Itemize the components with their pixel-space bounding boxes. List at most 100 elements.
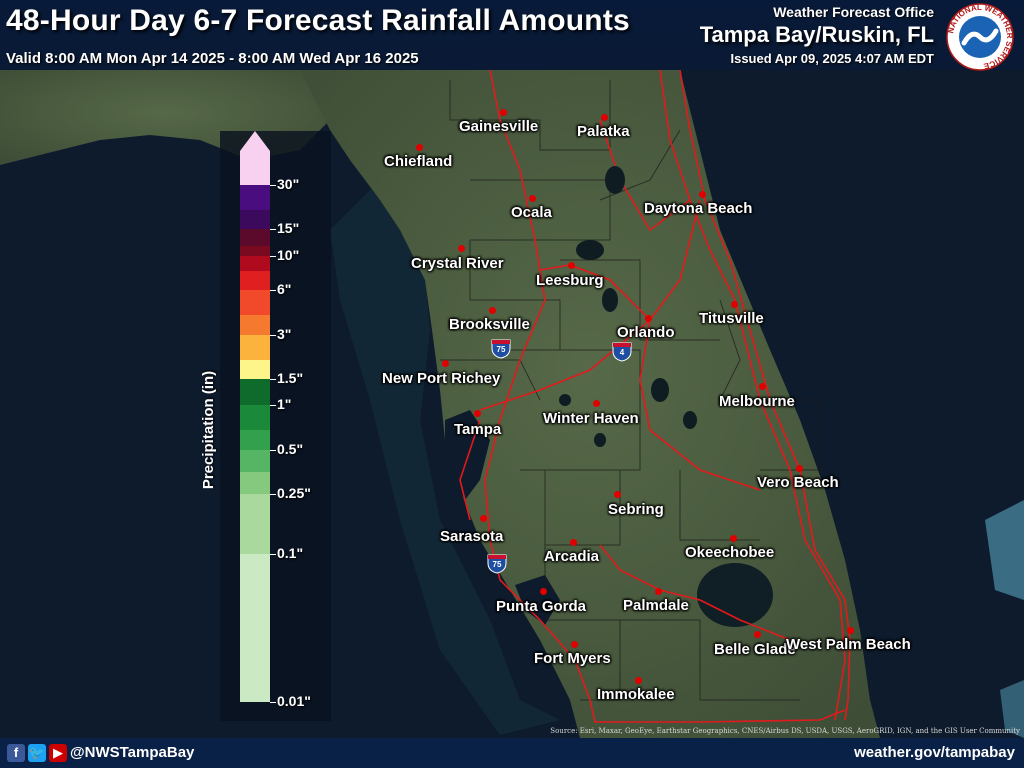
lakes [559, 166, 697, 447]
bahamas-reef [985, 500, 1024, 600]
city-label-daytona-beach: Daytona Beach [644, 200, 753, 217]
city-label-gainesville: Gainesville [459, 118, 539, 135]
legend-tick [270, 702, 276, 703]
city-label-palmdale: Palmdale [623, 597, 689, 614]
youtube-icon[interactable]: ▶ [49, 744, 67, 762]
legend-label-3: 3" [277, 326, 292, 342]
city-dot-punta-gorda [539, 587, 547, 595]
city-dot-daytona-beach [698, 190, 706, 198]
legend-color-box [240, 360, 270, 379]
city-dot-winter-haven [592, 399, 600, 407]
footer-bar: f 🐦 ▶ @NWSTampaBay weather.gov/tampabay [0, 738, 1024, 768]
legend-color-box [240, 229, 270, 246]
city-label-brooksville: Brooksville [449, 316, 530, 333]
legend-color-box [240, 210, 270, 229]
legend-color-box [240, 290, 270, 315]
city-label-tampa: Tampa [454, 421, 502, 438]
legend-color-box [240, 405, 270, 430]
legend-tick [270, 379, 276, 380]
legend-color-box [240, 246, 270, 256]
legend-label-1: 1" [277, 396, 292, 412]
legend-label-1-5: 1.5" [277, 370, 304, 386]
bahamas-reef-2 [1000, 680, 1024, 738]
issued-time: Issued Apr 09, 2025 4:07 AM EDT [730, 51, 934, 66]
legend-tick [270, 290, 276, 291]
website-link[interactable]: weather.gov/tampabay [854, 744, 1015, 761]
legend-color-box [240, 335, 270, 360]
legend-tick [270, 494, 276, 495]
header-bar: 48-Hour Day 6-7 Forecast Rainfall Amount… [0, 0, 1024, 70]
city-label-winter-haven: Winter Haven [543, 410, 639, 427]
gulf-shallow-water [330, 180, 560, 735]
city-label-belle-glade: Belle Glade [714, 641, 796, 658]
city-dot-sebring [613, 490, 621, 498]
city-dot-gainesville [499, 108, 507, 116]
legend-color-box [240, 271, 270, 290]
legend-tick [270, 256, 276, 257]
legend-label-0-1: 0.1" [277, 545, 304, 561]
interstate-shield-75-south [487, 554, 507, 574]
twitter-icon[interactable]: 🐦 [28, 744, 46, 762]
city-label-chiefland: Chiefland [384, 153, 453, 170]
city-dot-crystal-river [457, 244, 465, 252]
social-handle[interactable]: @NWSTampaBay [70, 744, 195, 761]
city-label-ocala: Ocala [511, 204, 552, 221]
nws-logo: NATIONAL WEATHER SERVICE [946, 3, 1014, 71]
legend-color-box [240, 256, 270, 271]
page-title: 48-Hour Day 6-7 Forecast Rainfall Amount… [6, 4, 630, 37]
city-dot-leesburg [567, 261, 575, 269]
city-dot-arcadia [569, 538, 577, 546]
city-label-orlando: Orlando [617, 324, 675, 341]
city-dot-tampa [473, 409, 481, 417]
city-label-titusville: Titusville [699, 310, 764, 327]
map-attribution: Source: Esri, Maxar, GeoEye, Earthstar G… [550, 727, 1020, 735]
legend-color-box [240, 315, 270, 335]
city-dot-orlando [644, 314, 652, 322]
legend-tick [270, 229, 276, 230]
legend-arrow [240, 131, 270, 151]
city-label-west-palm-beach: West Palm Beach [786, 636, 911, 653]
legend-tick [270, 185, 276, 186]
city-label-melbourne: Melbourne [719, 393, 795, 410]
legend-color-box [240, 494, 270, 554]
charlotte-harbor [515, 575, 560, 625]
legend-tick [270, 554, 276, 555]
legend-color-box [240, 379, 270, 405]
legend-color-box [240, 472, 270, 494]
county-boundaries [440, 80, 821, 701]
city-dot-titusville [730, 300, 738, 308]
city-label-okeechobee: Okeechobee [685, 544, 775, 561]
city-dot-palmdale [654, 587, 662, 595]
legend-label-10: 10" [277, 247, 300, 263]
city-dot-sarasota [479, 514, 487, 522]
office-name: Tampa Bay/Ruskin, FL [699, 22, 934, 47]
city-label-vero-beach: Vero Beach [757, 474, 839, 491]
city-dot-okeechobee [729, 534, 737, 542]
legend-panel [220, 131, 331, 721]
interstate-label-4: 4 [619, 348, 625, 357]
facebook-icon[interactable]: f [7, 744, 25, 762]
city-label-fort-myers: Fort Myers [534, 650, 611, 667]
city-label-leesburg: Leesburg [536, 272, 604, 289]
city-label-new-port-richey: New Port Richey [382, 370, 501, 387]
city-label-palatka: Palatka [577, 123, 630, 140]
city-label-arcadia: Arcadia [544, 548, 600, 565]
legend-color-box [240, 185, 270, 210]
city-dot-immokalee [634, 676, 642, 684]
city-dot-palatka [600, 113, 608, 121]
lake-okeechobee [697, 563, 773, 627]
legend-color-box [240, 151, 270, 185]
legend-label-0-25: 0.25" [277, 485, 311, 501]
city-dot-ocala [528, 194, 536, 202]
legend-tick [270, 450, 276, 451]
interstate-shield-75-north [491, 339, 511, 359]
city-dot-chiefland [415, 143, 423, 151]
city-dot-west-palm-beach [846, 626, 854, 634]
interstate-label-75-north: 75 [496, 345, 506, 354]
city-label-crystal-river: Crystal River [411, 255, 504, 272]
city-dot-brooksville [488, 306, 496, 314]
legend-label-0-01: 0.01" [277, 693, 311, 709]
legend-axis-label: Precipitation (in) [200, 370, 217, 490]
city-label-punta-gorda: Punta Gorda [496, 598, 587, 615]
